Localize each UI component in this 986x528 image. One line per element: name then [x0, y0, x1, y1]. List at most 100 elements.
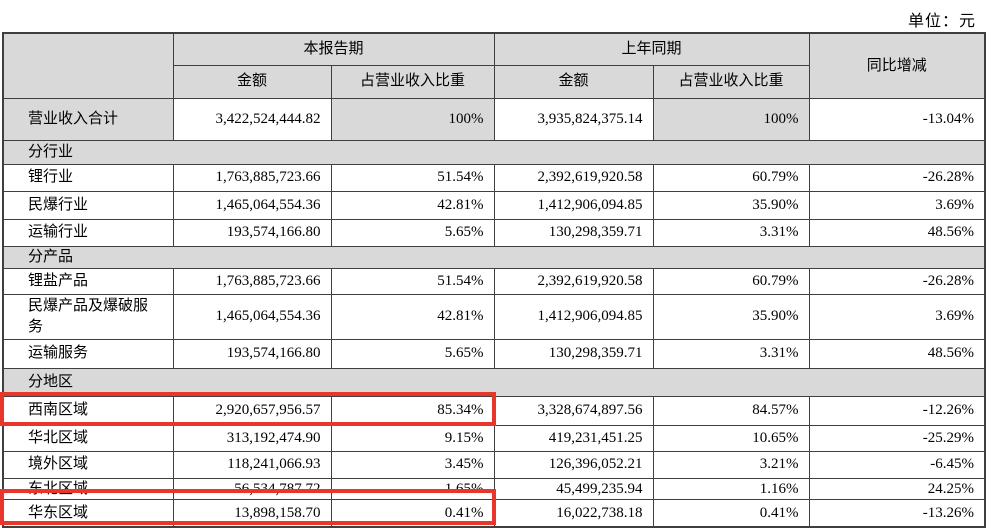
row-label: 西南区域: [2, 395, 174, 426]
cell-current-pct: 51.54%: [330, 163, 495, 192]
row-label: 营业收入合计: [2, 97, 174, 141]
cell-current-pct: 5.65%: [330, 218, 495, 247]
table-row: 境外区域 118,241,066.93 3.45% 126,396,052.21…: [2, 450, 986, 479]
row-label: 锂行业: [2, 163, 174, 192]
cell-prior-pct: 35.90%: [652, 293, 810, 340]
table-row: 运输服务 193,574,166.80 5.65% 130,298,359.71…: [2, 338, 986, 369]
section-row-industry: 分行业: [2, 139, 986, 165]
cell-current-pct: 100%: [330, 97, 495, 141]
cell-current-pct: 42.81%: [330, 190, 495, 220]
cell-yoy: 3.69%: [808, 190, 986, 220]
cell-prior-pct: 84.57%: [652, 395, 810, 426]
section-row-region: 分地区: [2, 367, 986, 397]
row-label: 华东区域: [2, 498, 174, 528]
cell-yoy: 48.56%: [808, 218, 986, 247]
row-label: 运输行业: [2, 218, 174, 247]
cell-current-amount: 193,574,166.80: [172, 338, 332, 369]
cell-prior-pct: 0.41%: [652, 498, 810, 528]
cell-current-pct: 51.54%: [330, 267, 495, 295]
cell-prior-amount: 1,412,906,094.85: [493, 190, 654, 220]
row-label: 境外区域: [2, 450, 174, 479]
cell-prior-amount: 16,022,738.18: [493, 498, 654, 528]
table-row: 华北区域 313,192,474.90 9.15% 419,231,451.25…: [2, 424, 986, 452]
revenue-breakdown-table: 本报告期 上年同期 同比增减 金额 占营业收入比重 金额 占营业收入比重 营业收…: [2, 32, 986, 528]
cell-yoy: -13.26%: [808, 498, 986, 528]
header-yoy: 同比增减: [808, 32, 986, 99]
cell-prior-amount: 1,412,906,094.85: [493, 293, 654, 340]
header-prior-period: 上年同期: [493, 32, 810, 66]
cell-current-amount: 3,422,524,444.82: [172, 97, 332, 141]
table-row-east-china: 华东区域 13,898,158.70 0.41% 16,022,738.18 0…: [2, 498, 986, 528]
cell-current-amount: 1,763,885,723.66: [172, 163, 332, 192]
section-title: 分地区: [2, 367, 986, 397]
cell-current-amount: 313,192,474.90: [172, 424, 332, 452]
header-current-amount: 金额: [172, 64, 332, 99]
cell-current-pct: 1.65%: [330, 477, 495, 500]
cell-prior-amount: 2,392,619,920.58: [493, 163, 654, 192]
cell-yoy: -13.04%: [808, 97, 986, 141]
unit-label: 单位：元: [907, 13, 976, 30]
section-row-product: 分产品: [2, 245, 986, 269]
cell-yoy: -6.45%: [808, 450, 986, 479]
cell-prior-pct: 3.21%: [652, 450, 810, 479]
header-current-period: 本报告期: [172, 32, 495, 66]
cell-prior-amount: 45,499,235.94: [493, 477, 654, 500]
cell-prior-amount: 419,231,451.25: [493, 424, 654, 452]
row-label: 华北区域: [2, 424, 174, 452]
cell-current-amount: 1,763,885,723.66: [172, 267, 332, 295]
cell-current-pct: 85.34%: [330, 395, 495, 426]
cell-current-amount: 118,241,066.93: [172, 450, 332, 479]
header-prior-amount: 金额: [493, 64, 654, 99]
row-label: 民爆产品及爆破服务: [2, 293, 174, 340]
table-row: 锂盐产品 1,763,885,723.66 51.54% 2,392,619,9…: [2, 267, 986, 295]
cell-prior-pct: 60.79%: [652, 163, 810, 192]
cell-yoy: 24.25%: [808, 477, 986, 500]
cell-current-amount: 1,465,064,554.36: [172, 293, 332, 340]
header-corner-cell: [2, 32, 174, 99]
table-row: 民爆行业 1,465,064,554.36 42.81% 1,412,906,0…: [2, 190, 986, 220]
cell-current-amount: 1,465,064,554.36: [172, 190, 332, 220]
cell-current-pct: 0.41%: [330, 498, 495, 528]
table-row: 锂行业 1,763,885,723.66 51.54% 2,392,619,92…: [2, 163, 986, 192]
table-row-total: 营业收入合计 3,422,524,444.82 100% 3,935,824,3…: [2, 97, 986, 141]
cell-prior-pct: 60.79%: [652, 267, 810, 295]
header-current-pct: 占营业收入比重: [330, 64, 495, 99]
cell-prior-pct: 100%: [652, 97, 810, 141]
cell-current-amount: 193,574,166.80: [172, 218, 332, 247]
cell-prior-amount: 126,396,052.21: [493, 450, 654, 479]
cell-yoy: -25.29%: [808, 424, 986, 452]
cell-prior-pct: 1.16%: [652, 477, 810, 500]
table-row: 民爆产品及爆破服务 1,465,064,554.36 42.81% 1,412,…: [2, 293, 986, 340]
cell-prior-pct: 3.31%: [652, 338, 810, 369]
cell-current-pct: 42.81%: [330, 293, 495, 340]
cell-yoy: 3.69%: [808, 293, 986, 340]
table-row-southwest: 西南区域 2,920,657,956.57 85.34% 3,328,674,8…: [2, 395, 986, 426]
cell-prior-amount: 2,392,619,920.58: [493, 267, 654, 295]
cell-yoy: -26.28%: [808, 163, 986, 192]
cell-current-pct: 5.65%: [330, 338, 495, 369]
cell-current-amount: 13,898,158.70: [172, 498, 332, 528]
cell-prior-pct: 35.90%: [652, 190, 810, 220]
row-label: 锂盐产品: [2, 267, 174, 295]
cell-prior-amount: 130,298,359.71: [493, 218, 654, 247]
row-label: 运输服务: [2, 338, 174, 369]
cell-prior-pct: 3.31%: [652, 218, 810, 247]
cell-prior-amount: 130,298,359.71: [493, 338, 654, 369]
section-title: 分行业: [2, 139, 986, 165]
cell-current-amount: 2,920,657,956.57: [172, 395, 332, 426]
table-row: 运输行业 193,574,166.80 5.65% 130,298,359.71…: [2, 218, 986, 247]
section-title: 分产品: [2, 245, 986, 269]
row-label: 民爆行业: [2, 190, 174, 220]
cell-yoy: -26.28%: [808, 267, 986, 295]
cell-prior-amount: 3,328,674,897.56: [493, 395, 654, 426]
header-prior-pct: 占营业收入比重: [652, 64, 810, 99]
row-label: 东北区域: [2, 477, 174, 500]
table-row: 东北区域 56,534,787.72 1.65% 45,499,235.94 1…: [2, 477, 986, 500]
cell-prior-amount: 3,935,824,375.14: [493, 97, 654, 141]
cell-yoy: 48.56%: [808, 338, 986, 369]
cell-current-pct: 9.15%: [330, 424, 495, 452]
cell-current-amount: 56,534,787.72: [172, 477, 332, 500]
cell-current-pct: 3.45%: [330, 450, 495, 479]
cell-yoy: -12.26%: [808, 395, 986, 426]
cell-prior-pct: 10.65%: [652, 424, 810, 452]
